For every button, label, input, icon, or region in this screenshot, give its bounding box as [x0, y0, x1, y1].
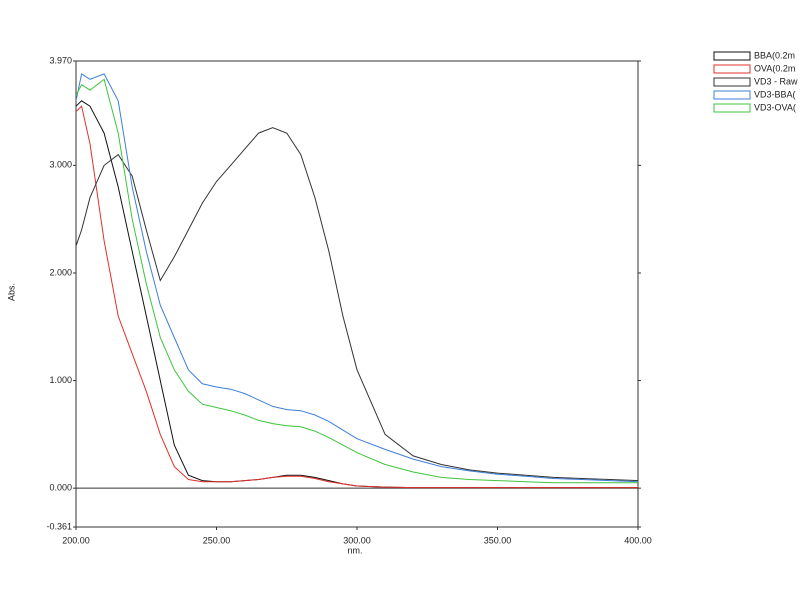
legend-swatch — [713, 103, 751, 113]
legend-label: BBA(0.2m — [754, 50, 795, 60]
legend-swatch — [713, 64, 751, 74]
legend-label: VD3-BBA( — [754, 89, 796, 99]
legend-label: OVA(0.2m — [754, 63, 795, 73]
y-tick-label: -0.361 — [46, 521, 72, 531]
plot-frame — [75, 60, 639, 528]
series-line — [75, 78, 638, 484]
y-tick-label: 0.000 — [49, 483, 72, 493]
series-line — [75, 73, 639, 483]
legend-label: VD3 - Raw — [754, 76, 798, 86]
x-tick-label: 200.00 — [62, 535, 90, 545]
x-tick-label: 350.00 — [484, 535, 512, 545]
legend-swatch — [713, 51, 751, 61]
series-line — [75, 127, 639, 482]
legend-label: VD3-OVA( — [754, 102, 796, 112]
y-tick-label: 2.000 — [49, 267, 72, 277]
legend-swatch — [713, 77, 751, 87]
legend-swatch — [713, 90, 751, 100]
x-tick-label: 250.00 — [203, 535, 231, 545]
y-tick-label: 3.970 — [49, 55, 72, 65]
y-axis-label: Abs. — [6, 283, 16, 301]
x-tick-label: 300.00 — [343, 535, 371, 545]
y-tick-label: 3.000 — [49, 160, 72, 170]
x-axis-label: nm. — [347, 545, 362, 555]
series-line — [75, 105, 638, 489]
series-line — [75, 100, 638, 489]
x-tick-label: 400.00 — [624, 535, 652, 545]
y-tick-label: 1.000 — [49, 375, 72, 385]
